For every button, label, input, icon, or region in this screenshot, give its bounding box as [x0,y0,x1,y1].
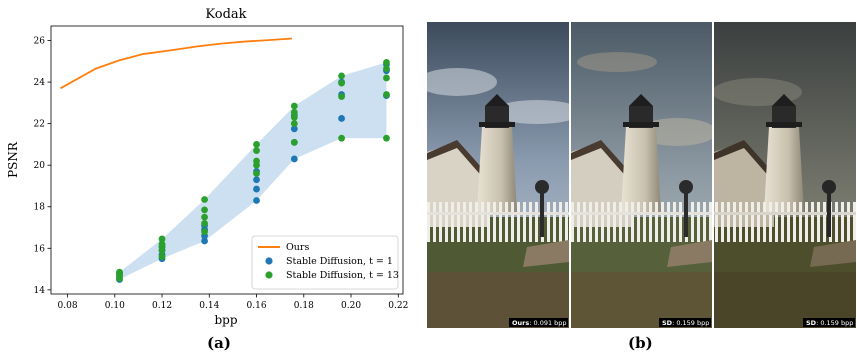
x-tick-label: 0.18 [294,301,314,311]
legend-label-sd-t1: Stable Diffusion, t = 1 [286,256,393,267]
tile-divider [712,22,714,328]
x-tick-label: 0.14 [199,301,219,311]
badge-rate: : 0.091 bpp [529,319,566,327]
ours-line-layer [60,37,293,90]
legend-label-ours: Ours [286,242,309,253]
point-sd-t13 [290,120,298,128]
svg-text:SD: 0.159 bpp: SD: 0.159 bpp [662,319,709,327]
y-tick-label: 16 [34,244,46,254]
points-layer [116,58,390,283]
y-tick-label: 14 [34,286,46,296]
badge-rate: : 0.159 bpp [816,319,853,327]
caption-a: (a) [207,334,231,352]
series-line-ours [60,37,293,90]
point-sd-t1 [290,155,298,163]
chart-title: Kodak [205,7,246,22]
point-sd-t13 [201,196,208,203]
spread-band [119,62,387,280]
spread-band-layer [119,62,387,280]
legend: Ours Stable Diffusion, t = 1 Stable Diff… [251,235,399,290]
point-sd-t13 [201,213,208,221]
badge-method: SD [662,319,673,327]
x-axis-label: bpp [214,313,237,327]
point-sd-t13 [158,235,166,243]
point-sd-t1 [253,197,260,204]
tile-sd-right [712,22,856,328]
badge-method: SD [806,319,817,327]
caption-b: (b) [628,334,653,352]
plot-frame [50,25,404,295]
point-sd-t13 [290,108,298,116]
tile-ours [427,22,582,328]
x-tick-label: 0.22 [388,301,408,311]
y-axis-label: PSNR [6,141,20,178]
badge-ours: Ours: 0.091 bpp [509,318,568,327]
x-ticks: 0.08 0.10 0.12 0.14 0.16 0.18 0.20 0.22 [58,294,408,311]
point-sd-t1 [290,125,298,133]
point-sd-t13 [290,138,298,146]
point-sd-t13 [383,74,390,82]
point-sd-t13 [338,134,345,142]
point-sd-t13 [383,58,390,66]
y-tick-label: 18 [34,203,46,213]
y-tick-label: 22 [34,120,45,130]
point-sd-t13 [201,228,208,236]
point-sd-t13 [201,206,208,214]
legend-swatch-sd-t13 [265,271,273,279]
lighthouse-comparison-image: Ours: 0.091 bpp SD: 0.159 bpp SD: 0.159 … [427,22,856,328]
point-sd-t1 [338,115,345,122]
x-tick-label: 0.08 [58,301,78,311]
point-sd-t13 [383,91,390,98]
x-tick-label: 0.20 [341,301,361,311]
tile-divider [569,22,571,328]
psnr-bpp-chart: Kodak 0.08 0.10 0.12 0.14 0.16 0.18 0.20 0.22 1… [6,7,408,327]
point-sd-t1 [253,185,260,193]
x-tick-label: 0.12 [152,301,172,311]
legend-swatch-sd-t1 [265,257,273,265]
point-sd-t13 [158,240,166,248]
point-sd-t13 [338,72,345,80]
y-tick-label: 26 [34,37,46,47]
point-sd-t1 [253,176,260,184]
point-sd-t13 [383,134,390,142]
point-sd-t13 [253,157,260,165]
point-sd-t1 [201,237,208,245]
y-tick-label: 24 [34,78,46,88]
point-sd-t13 [253,170,260,177]
legend-box [251,235,399,290]
legend-label-sd-t13: Stable Diffusion, t = 13 [286,270,399,281]
point-sd-t13 [158,253,166,261]
point-sd-t13 [338,93,345,101]
point-sd-t13 [338,79,345,87]
point-sd-t13 [201,219,208,227]
point-sd-t13 [290,114,298,121]
x-tick-label: 0.10 [105,301,125,311]
x-tick-label: 0.16 [247,301,267,311]
point-sd-t13 [253,141,260,148]
point-sd-t13 [290,102,298,110]
tile-sd-middle [569,22,717,328]
badge-method: Ours [512,319,529,327]
badge-sd-middle: SD: 0.159 bpp [659,318,711,327]
badge-rate: : 0.159 bpp [672,319,709,327]
svg-text:SD: 0.159 bpp: SD: 0.159 bpp [806,319,853,327]
point-sd-t13 [383,65,390,72]
svg-text:Ours: 0.091 bpp: Ours: 0.091 bpp [512,319,567,327]
badge-sd-right: SD: 0.159 bpp [803,318,855,327]
point-sd-t13 [253,147,260,155]
point-sd-t13 [116,268,123,276]
y-ticks: 14 16 18 20 22 24 26 [34,37,51,296]
y-tick-label: 20 [34,161,46,171]
